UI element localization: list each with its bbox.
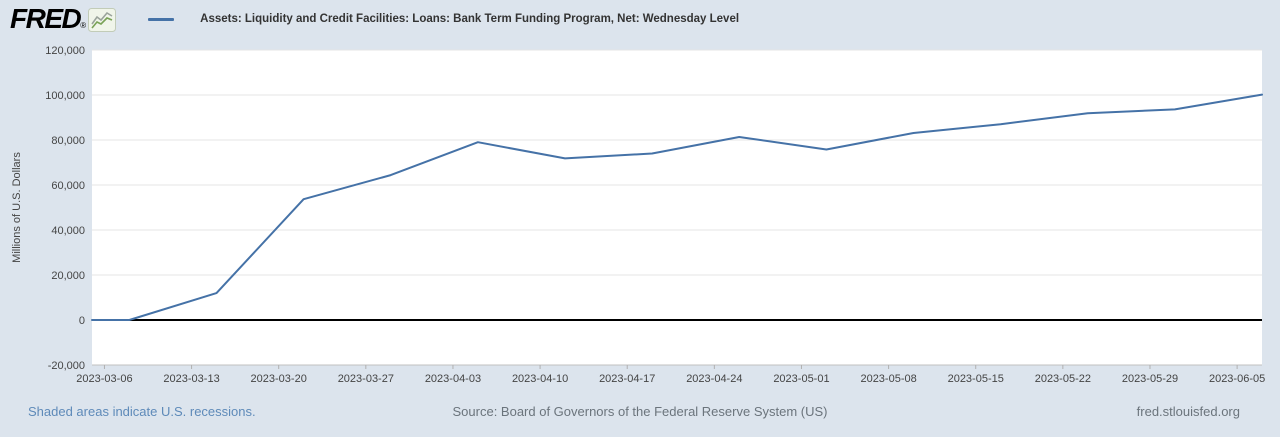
x-tick-label: 2023-05-08 bbox=[860, 373, 916, 385]
x-tick-label: 2023-04-17 bbox=[599, 373, 655, 385]
series-title: Assets: Liquidity and Credit Facilities:… bbox=[200, 13, 740, 25]
x-tick-label: 2023-06-05 bbox=[1209, 373, 1265, 385]
x-tick-label: 2023-03-27 bbox=[338, 373, 394, 385]
site-link[interactable]: fred.stlouisfed.org bbox=[1136, 404, 1240, 419]
y-axis-title: Millions of U.S. Dollars bbox=[11, 152, 23, 263]
chart-header: FRED ® Assets: Liquidity and Credit Faci… bbox=[0, 0, 1280, 38]
recessions-note-link[interactable]: Shaded areas indicate U.S. recessions. bbox=[28, 404, 256, 419]
y-tick-label: 100,000 bbox=[45, 90, 85, 102]
legend-line-swatch bbox=[148, 17, 175, 21]
x-tick-label: 2023-03-13 bbox=[163, 373, 219, 385]
fred-sparkline-icon bbox=[88, 8, 117, 32]
y-tick-label: 40,000 bbox=[51, 225, 85, 237]
y-tick-label: -20,000 bbox=[48, 360, 85, 372]
x-tick-label: 2023-04-03 bbox=[425, 373, 481, 385]
y-tick-label: 80,000 bbox=[51, 135, 85, 147]
fred-wordmark: FRED bbox=[10, 3, 82, 34]
y-tick-label: 20,000 bbox=[51, 270, 85, 282]
fred-logo[interactable]: FRED ® bbox=[10, 3, 117, 34]
x-tick-label: 2023-03-20 bbox=[251, 373, 307, 385]
plot-area[interactable] bbox=[92, 50, 1262, 365]
registered-trademark: ® bbox=[80, 21, 87, 30]
y-tick-label: 120,000 bbox=[45, 45, 85, 57]
data-line[interactable] bbox=[91, 93, 1263, 321]
y-tick-label: 0 bbox=[79, 315, 85, 327]
x-tick-label: 2023-05-01 bbox=[773, 373, 829, 385]
source-note: Source: Board of Governors of the Federa… bbox=[452, 404, 828, 419]
x-tick-label: 2023-05-15 bbox=[948, 373, 1004, 385]
legend: Assets: Liquidity and Credit Facilities:… bbox=[148, 13, 739, 25]
x-tick-label: 2023-05-22 bbox=[1035, 373, 1091, 385]
x-tick-label: 2023-04-10 bbox=[512, 373, 568, 385]
x-tick-label: 2023-04-24 bbox=[686, 373, 742, 385]
y-tick-label: 60,000 bbox=[51, 180, 85, 192]
x-tick-label: 2023-05-29 bbox=[1122, 373, 1178, 385]
x-tick-label: 2023-03-06 bbox=[76, 373, 132, 385]
